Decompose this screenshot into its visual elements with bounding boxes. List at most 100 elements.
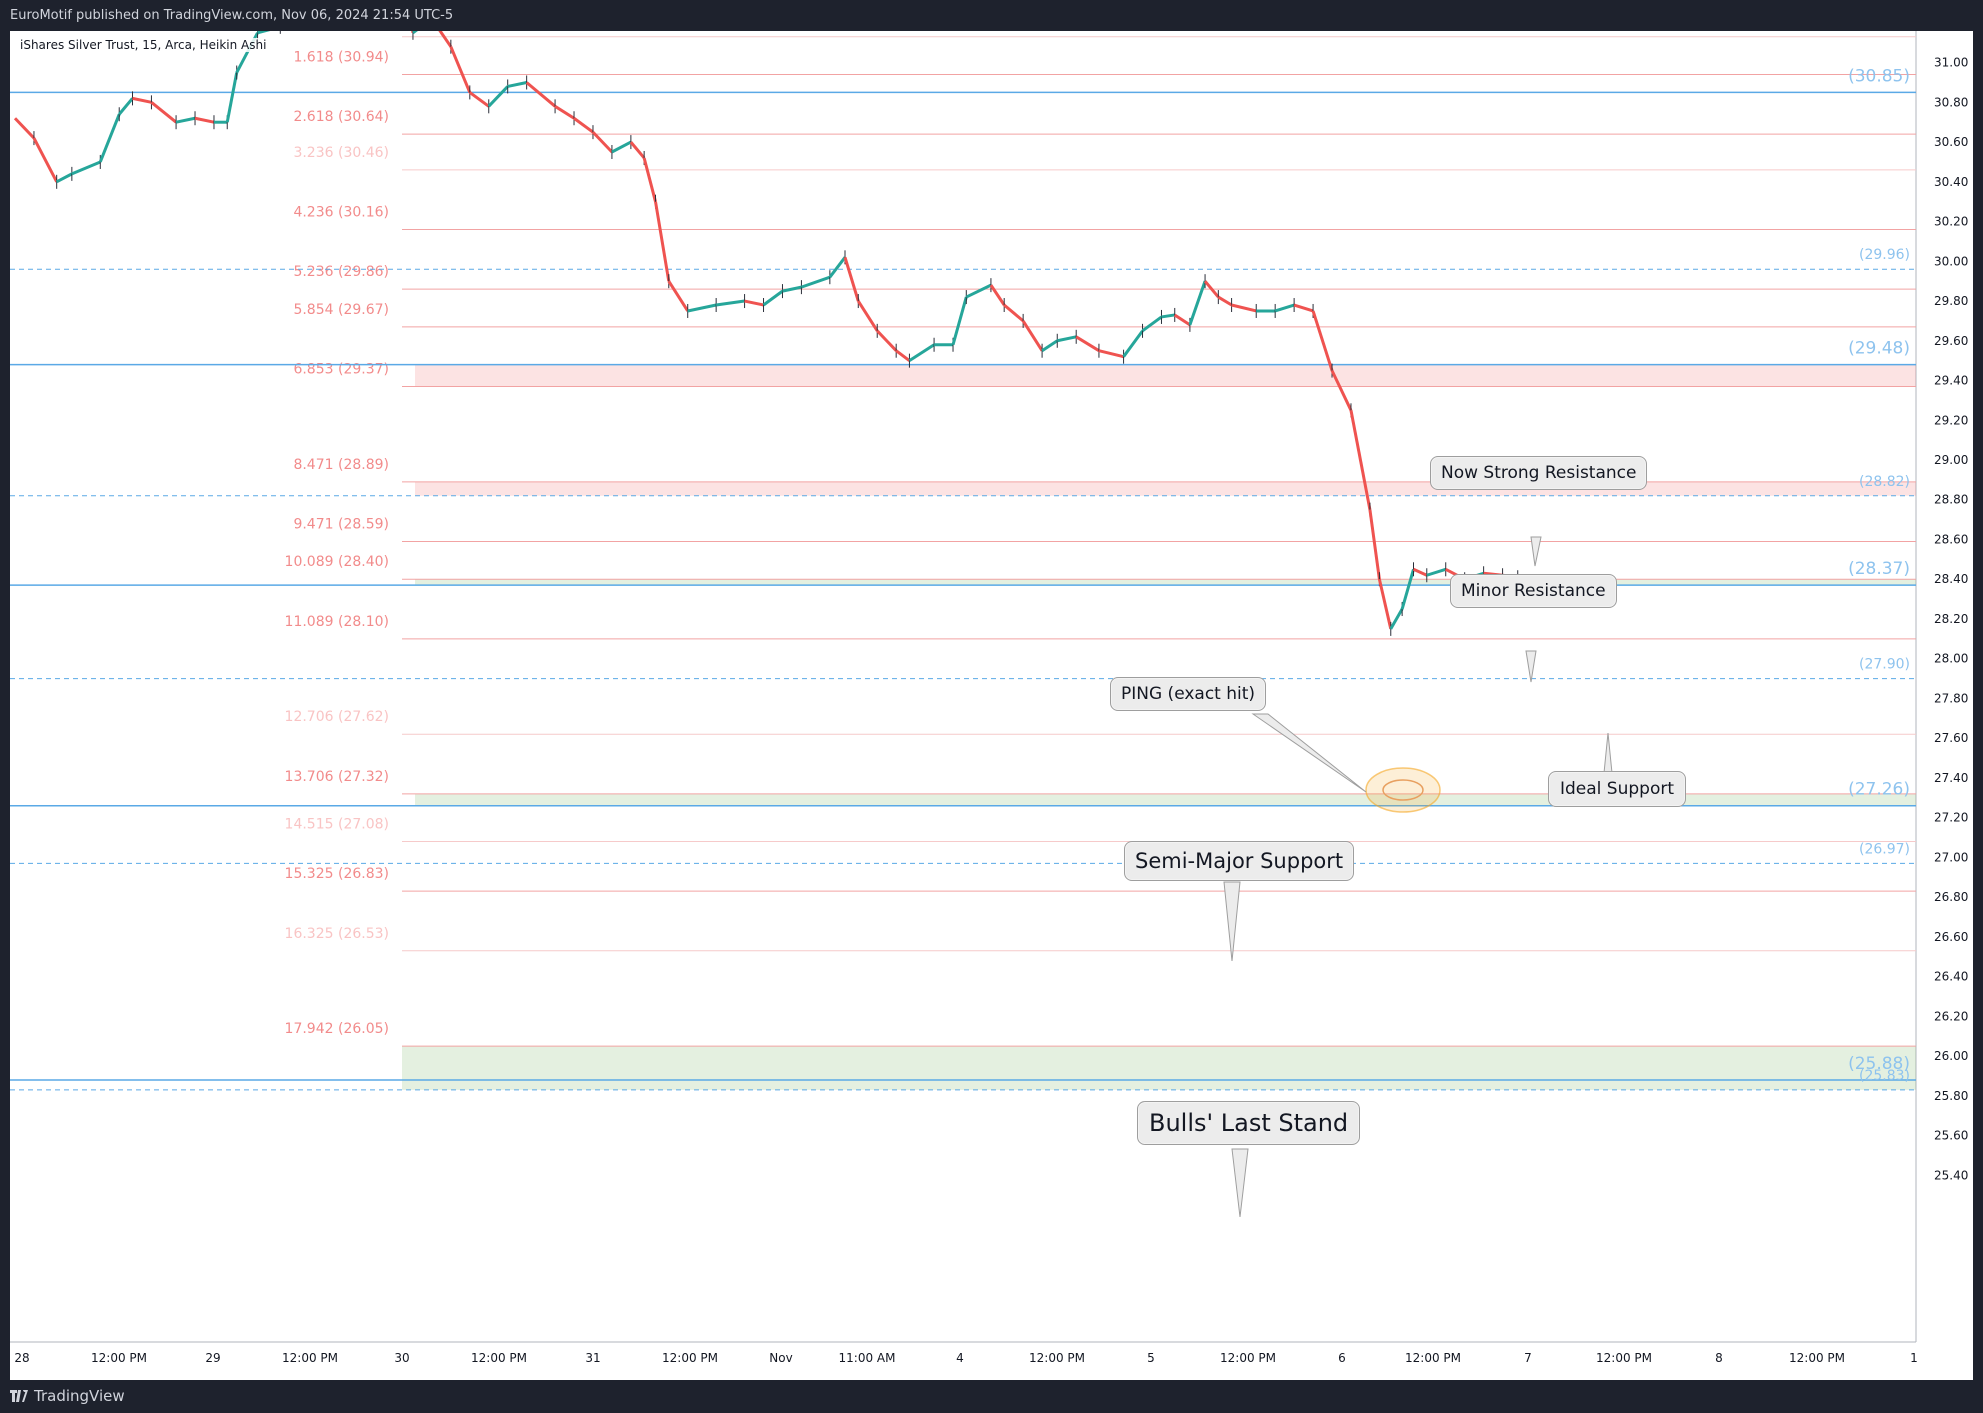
price-segment-3 — [55, 172, 73, 184]
chart-background — [10, 31, 1973, 1380]
callout-pointer-1 — [1525, 650, 1537, 683]
x-tick-14: 6 — [1338, 1351, 1346, 1365]
y-tick-25: 26.80 — [1934, 890, 1968, 904]
price-segment-50 — [951, 296, 968, 346]
x-tick-19: 12:00 PM — [1789, 1351, 1845, 1365]
ping-marker-outer — [1365, 767, 1441, 813]
price-segment-34 — [642, 157, 657, 203]
price-segment-44 — [843, 256, 860, 302]
level-label-6: (27.90) — [1859, 657, 1910, 673]
price-segment-78 — [1426, 567, 1447, 577]
y-tick-23: 27.20 — [1934, 811, 1968, 825]
x-tick-17: 12:00 PM — [1596, 1351, 1652, 1365]
price-segment-58 — [1098, 349, 1124, 359]
x-tick-8: Nov — [769, 1351, 792, 1365]
price-segment-70 — [1311, 310, 1334, 372]
price-segment-73 — [1368, 509, 1381, 580]
callout-bulls-last-stand[interactable]: Bulls' Last Stand — [1137, 1101, 1361, 1145]
price-segment-32 — [611, 140, 632, 154]
price-segment-6 — [118, 97, 134, 116]
x-tick-3: 12:00 PM — [282, 1351, 338, 1365]
x-tick-18: 8 — [1715, 1351, 1723, 1365]
price-segment-66 — [1231, 303, 1257, 313]
price-segment-36 — [667, 280, 689, 312]
callout-pointer-4 — [1223, 881, 1241, 962]
y-tick-21: 27.60 — [1934, 731, 1968, 745]
callout-minor-resistance[interactable]: Minor Resistance — [1450, 574, 1617, 608]
x-tick-7: 12:00 PM — [662, 1351, 718, 1365]
price-segment-45 — [857, 300, 879, 332]
price-segment-77 — [1412, 567, 1428, 577]
chart-panel[interactable]: 0 (31.43)(31.13)1.618 (30.94)2.618 (30.6… — [10, 31, 1973, 1380]
price-segment-62 — [1173, 313, 1191, 327]
price-segment-40 — [762, 289, 784, 307]
zone-green-4 — [402, 1046, 1916, 1090]
level-label-9: (25.88) — [1848, 1054, 1910, 1074]
fib-label-5: 4.236 (30.16) — [293, 205, 389, 221]
x-tick-12: 5 — [1147, 1351, 1155, 1365]
fib-label-16: 15.325 (26.83) — [285, 866, 389, 882]
callout-ideal-support[interactable]: Ideal Support — [1548, 771, 1687, 807]
level-label-1: (30.85) — [1848, 66, 1910, 86]
fib-label-6: 5.236 (29.86) — [293, 264, 389, 280]
footer-brand: TradingView — [34, 1387, 125, 1405]
price-segment-72 — [1349, 410, 1372, 510]
price-segment-39 — [744, 299, 764, 307]
price-chart[interactable]: 0 (31.43)(31.13)1.618 (30.94)2.618 (30.6… — [10, 31, 1973, 1380]
price-segment-65 — [1217, 295, 1233, 307]
price-segment-61 — [1161, 313, 1175, 319]
price-segment-33 — [629, 141, 646, 159]
fib-label-10: 9.471 (28.59) — [293, 516, 389, 532]
fib-label-2: 1.618 (30.94) — [293, 50, 389, 66]
price-segment-10 — [194, 116, 215, 124]
y-tick-15: 28.80 — [1934, 493, 1968, 507]
x-tick-2: 29 — [205, 1351, 220, 1365]
y-tick-17: 28.40 — [1934, 572, 1968, 586]
callout-ping-exact-hit[interactable]: PING (exact hit) — [1110, 677, 1267, 711]
footer-bar: TradingView — [0, 1380, 1983, 1413]
price-segment-42 — [800, 275, 831, 289]
callout-now-strong-resistance[interactable]: Now Strong Resistance — [1430, 456, 1648, 490]
price-segment-41 — [782, 285, 802, 293]
price-segment-60 — [1141, 315, 1163, 333]
y-tick-31: 25.60 — [1934, 1129, 1968, 1143]
callout-pointer-5 — [1231, 1148, 1249, 1218]
fib-label-13: 12.706 (27.62) — [285, 709, 389, 725]
fib-label-8: 6.853 (29.37) — [293, 361, 389, 377]
fib-label-17: 16.325 (26.53) — [285, 926, 389, 942]
level-label-10: (25.83) — [1859, 1068, 1910, 1084]
price-segment-27 — [507, 81, 527, 88]
y-tick-30: 25.80 — [1934, 1089, 1968, 1103]
callout-semi-major-support[interactable]: Semi-Major Support — [1124, 841, 1355, 881]
price-segment-9 — [175, 116, 196, 124]
price-segment-74 — [1377, 578, 1393, 630]
x-tick-20: 1 — [1910, 1351, 1918, 1365]
price-segment-37 — [687, 303, 717, 313]
price-segment-26 — [487, 85, 509, 108]
y-tick-20: 27.80 — [1934, 691, 1968, 705]
symbol-legend: iShares Silver Trust, 15, Arca, Heikin A… — [20, 38, 267, 52]
price-segment-52 — [989, 284, 1006, 306]
fib-label-9: 8.471 (28.89) — [293, 457, 389, 473]
x-tick-13: 12:00 PM — [1220, 1351, 1276, 1365]
y-tick-5: 30.80 — [1934, 95, 1968, 109]
tradingview-logo[interactable]: TradingView — [10, 1387, 125, 1405]
price-segment-14 — [257, 31, 271, 35]
x-tick-1: 12:00 PM — [91, 1351, 147, 1365]
price-segment-43 — [828, 256, 847, 279]
y-tick-12: 29.40 — [1934, 374, 1968, 388]
price-segment-31 — [591, 131, 614, 154]
price-segment-2 — [32, 137, 59, 183]
price-segment-51 — [965, 283, 992, 299]
price-segment-23 — [438, 31, 453, 48]
price-segment-29 — [554, 105, 575, 120]
x-tick-10: 4 — [956, 1351, 964, 1365]
fib-label-4: 3.236 (30.46) — [293, 145, 389, 161]
price-segment-4 — [71, 160, 101, 176]
y-tick-22: 27.40 — [1934, 771, 1968, 785]
level-label-8: (26.97) — [1859, 841, 1910, 857]
tradingview-icon — [10, 1390, 28, 1402]
fib-label-12: 11.089 (28.10) — [285, 614, 389, 630]
fib-label-15: 14.515 (27.08) — [285, 817, 389, 833]
y-tick-11: 29.60 — [1934, 334, 1968, 348]
